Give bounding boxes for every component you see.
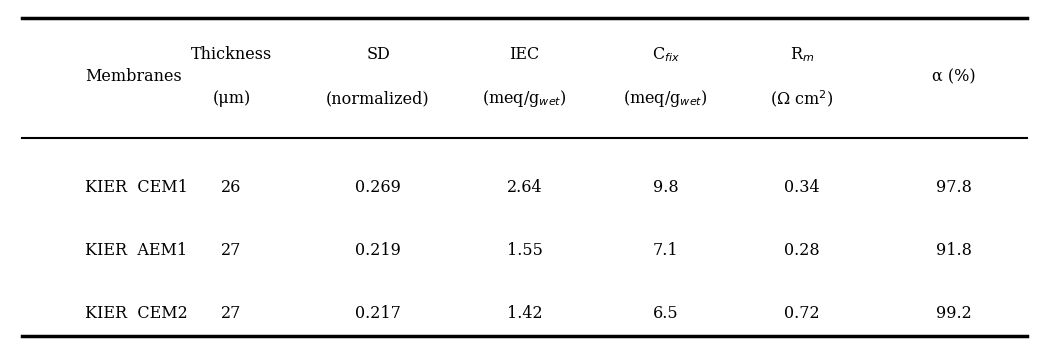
Text: α (%): α (%) [932,68,976,85]
Text: KIER  CEM1: KIER CEM1 [85,179,188,196]
Text: (normalized): (normalized) [326,90,430,107]
Text: 2.64: 2.64 [507,179,542,196]
Text: Membranes: Membranes [85,68,181,85]
Text: 0.217: 0.217 [356,305,401,322]
Text: 6.5: 6.5 [652,305,679,322]
Text: 0.72: 0.72 [784,305,819,322]
Text: 91.8: 91.8 [936,242,971,259]
Text: SD: SD [366,46,390,63]
Text: 9.8: 9.8 [652,179,679,196]
Text: 0.219: 0.219 [356,242,401,259]
Text: 0.28: 0.28 [784,242,819,259]
Text: C$_{fix}$: C$_{fix}$ [651,45,680,64]
Text: 0.269: 0.269 [356,179,401,196]
Text: 0.34: 0.34 [784,179,819,196]
Text: 27: 27 [221,305,241,322]
Text: 1.42: 1.42 [507,305,542,322]
Text: 97.8: 97.8 [936,179,971,196]
Text: (μm): (μm) [213,90,251,107]
Text: (meq/g$_{wet}$): (meq/g$_{wet}$) [623,88,708,109]
Text: IEC: IEC [510,46,539,63]
Text: 26: 26 [221,179,241,196]
Text: 1.55: 1.55 [507,242,542,259]
Text: 27: 27 [221,242,241,259]
Text: R$_{m}$: R$_{m}$ [790,45,814,64]
Text: (meq/g$_{wet}$): (meq/g$_{wet}$) [483,88,566,109]
Text: (Ω cm$^{2}$): (Ω cm$^{2}$) [770,88,834,109]
Text: KIER  AEM1: KIER AEM1 [85,242,187,259]
Text: Thickness: Thickness [191,46,272,63]
Text: 7.1: 7.1 [652,242,679,259]
Text: KIER  CEM2: KIER CEM2 [85,305,188,322]
Text: 99.2: 99.2 [936,305,971,322]
